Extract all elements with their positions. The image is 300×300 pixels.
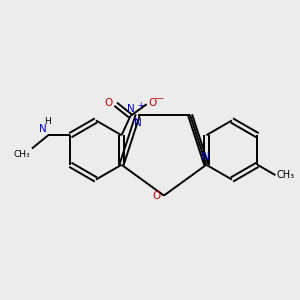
- Text: N: N: [202, 152, 210, 162]
- Text: O: O: [153, 190, 161, 201]
- Text: CH₃: CH₃: [14, 150, 31, 159]
- Text: N: N: [127, 104, 135, 114]
- Text: H: H: [44, 117, 51, 126]
- Text: N: N: [39, 124, 47, 134]
- Text: +: +: [137, 100, 143, 109]
- Text: CH₃: CH₃: [277, 170, 295, 180]
- Text: —: —: [155, 94, 164, 103]
- Text: O: O: [148, 98, 156, 108]
- Text: O: O: [104, 98, 113, 108]
- Text: N: N: [134, 118, 142, 128]
